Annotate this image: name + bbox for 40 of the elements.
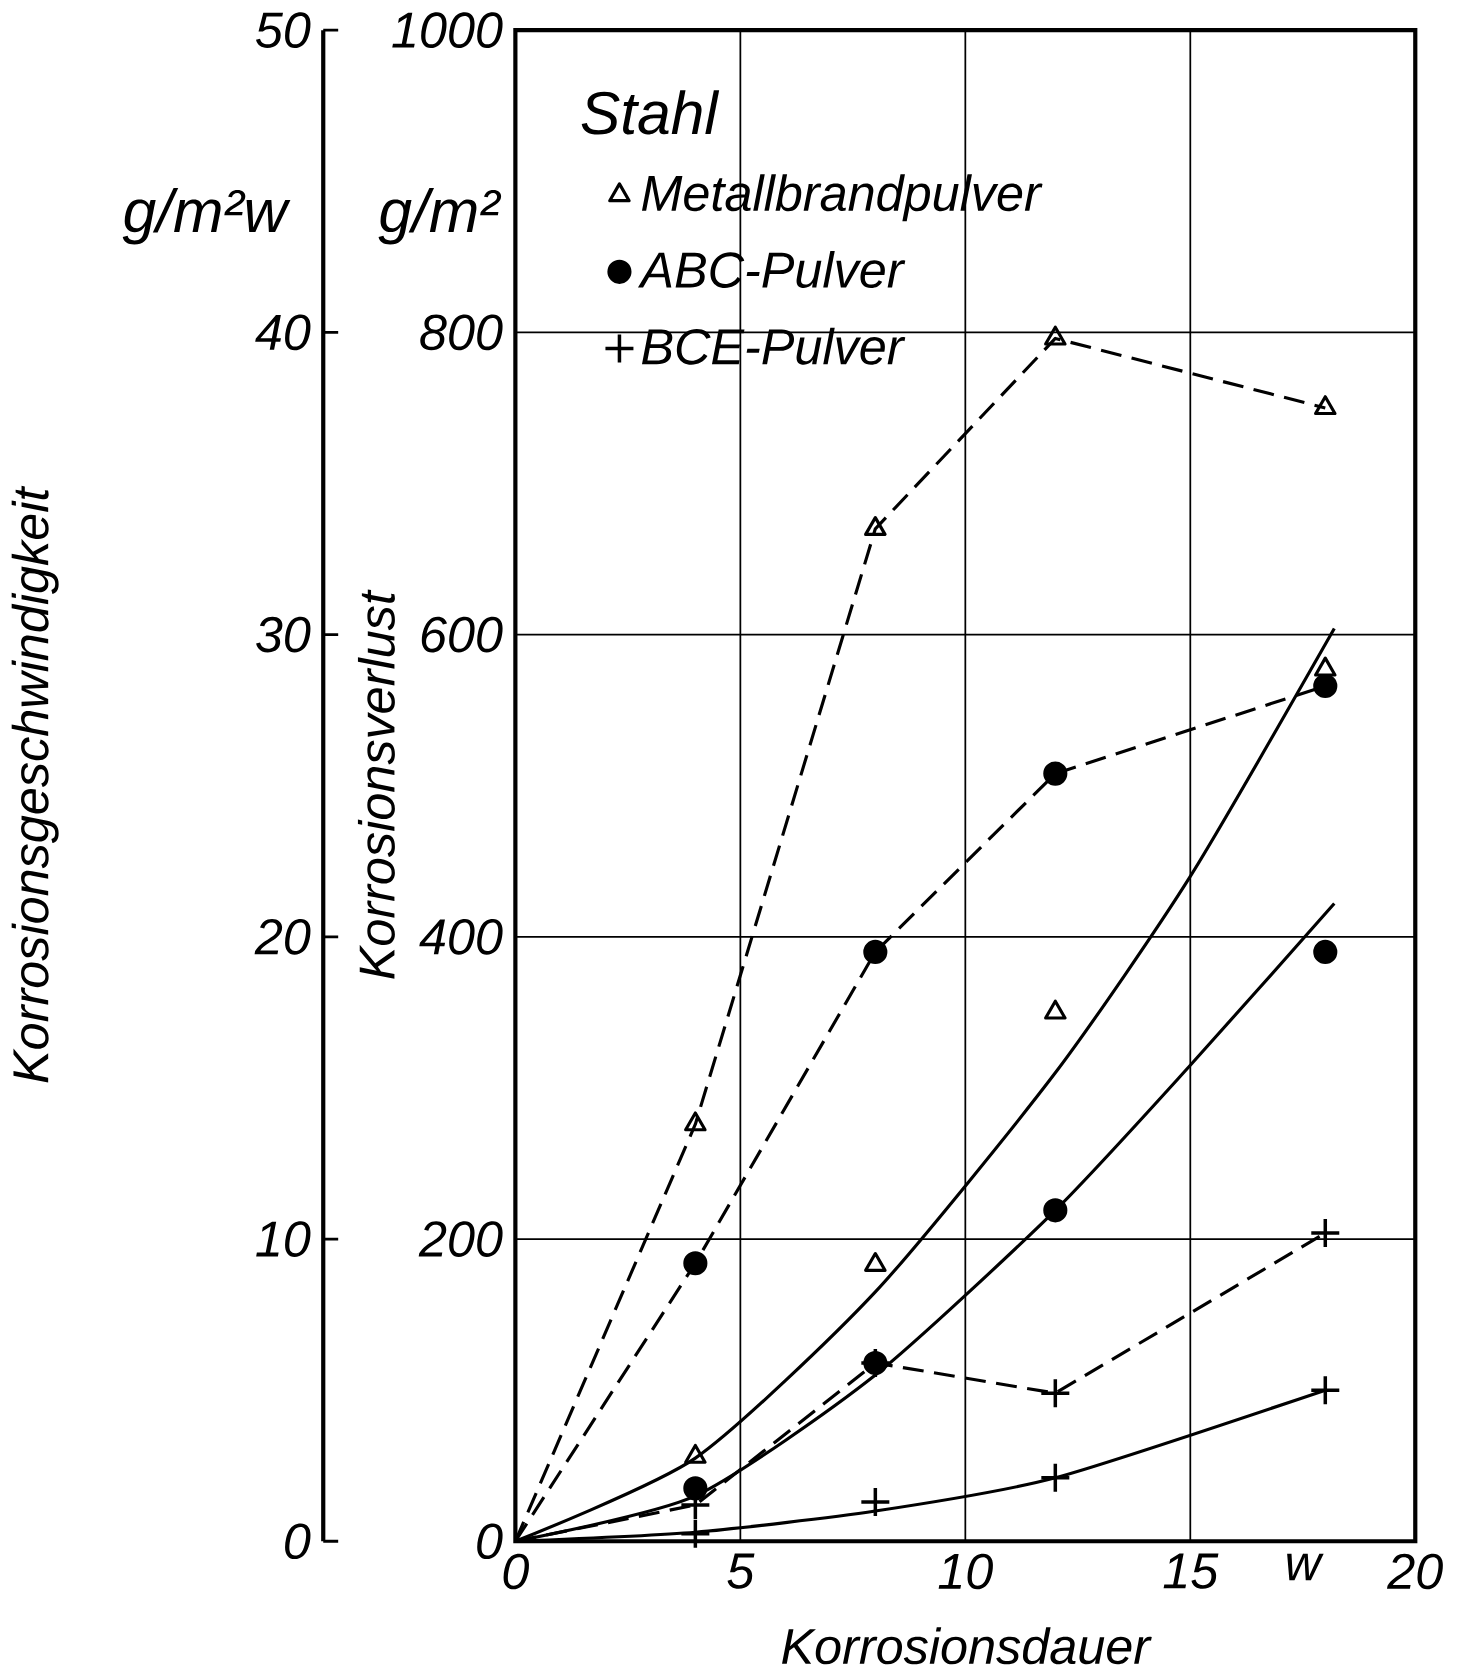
y-tick-label: 600	[421, 616, 503, 653]
point	[1311, 1219, 1340, 1247]
y2-tick-label: 0	[285, 1523, 311, 1560]
y2-tick-label: 20	[254, 918, 311, 955]
y2-tick-label: 10	[256, 1221, 311, 1257]
point	[861, 1487, 890, 1516]
x-tick-label: w	[1287, 1553, 1324, 1581]
point	[1311, 1376, 1340, 1405]
x-axis-title: Korrosionsdauer	[782, 1627, 1152, 1665]
point	[1041, 1463, 1070, 1492]
text: g/m²	[378, 188, 502, 245]
y2-tick-label: 50	[255, 12, 311, 48]
x-tick-label: 15	[1163, 1553, 1219, 1589]
y-tick-label: 800	[420, 314, 503, 351]
point	[1044, 999, 1067, 1020]
y-tick-label: 1000	[392, 12, 503, 48]
x-tick-label: 5	[727, 1553, 755, 1589]
point	[1313, 656, 1337, 677]
x-tick-label: 20	[1386, 1553, 1443, 1590]
point	[1313, 395, 1337, 416]
point	[1043, 1198, 1068, 1223]
point	[863, 939, 888, 964]
point	[1043, 761, 1068, 786]
legend-title: Stahl	[581, 90, 720, 135]
x-tick-label: 0	[503, 1553, 529, 1590]
point	[683, 1476, 708, 1501]
point	[683, 1251, 708, 1276]
point	[1313, 939, 1338, 964]
x-tick-label: 10	[938, 1553, 993, 1590]
y-tick-label: 0	[477, 1523, 503, 1560]
point	[864, 516, 887, 536]
y-tick-label: 400	[419, 918, 503, 955]
y2-tick-label: 40	[255, 314, 311, 351]
y-tick-label: 200	[418, 1221, 503, 1257]
point	[1041, 1379, 1070, 1408]
y2-axis-title: Korrosionsgeschwindigkeit	[11, 485, 59, 1083]
text: g/m²w	[122, 188, 291, 245]
y2-tick-label: 30	[256, 616, 311, 653]
y-axis-title: Korrosionsverlust	[357, 589, 395, 979]
point	[1044, 325, 1067, 346]
